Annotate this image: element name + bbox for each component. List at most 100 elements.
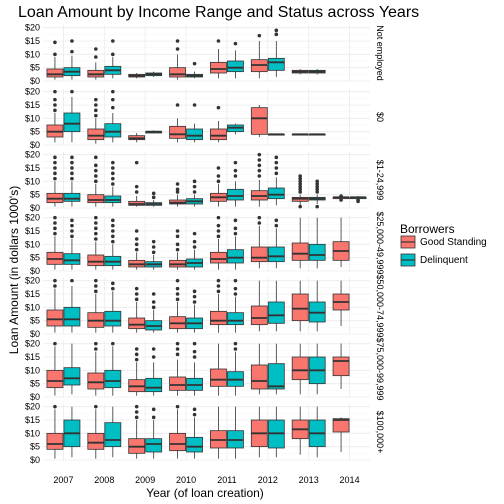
outlier-point (192, 341, 197, 346)
box-delinquent (63, 406, 81, 458)
outlier-point (216, 215, 221, 220)
outlier-point (257, 163, 262, 168)
outlier-point (53, 103, 57, 107)
outlier-point (53, 284, 57, 288)
box-iqr (210, 368, 227, 387)
outlier-point (111, 182, 115, 186)
y-tick-label: $15 (25, 415, 40, 425)
box-good-standing (169, 103, 186, 143)
box-iqr (169, 125, 186, 139)
outlier-point (70, 166, 74, 170)
facet-panel: $0 $5 $10 $15 $20 Not employed (25, 23, 385, 86)
y-axis-title: Loan Amount (in dollars 1000's) (7, 186, 21, 354)
box-delinquent (186, 103, 203, 143)
box-iqr (210, 251, 227, 264)
chart-title: Loan Amount by Income Range and Status a… (18, 4, 419, 21)
box-delinquent (267, 133, 285, 136)
outlier-point (175, 404, 180, 409)
legend-title: Borrowers (400, 222, 455, 236)
box-good-standing (46, 40, 64, 80)
outlier-point (233, 278, 238, 283)
outlier-point (192, 231, 197, 236)
box-iqr (308, 243, 326, 261)
box-delinquent (186, 289, 203, 333)
outlier-point (298, 184, 302, 189)
outlier-point (111, 52, 115, 57)
outlier-point (94, 168, 98, 173)
outlier-point (192, 294, 197, 299)
outlier-point (175, 187, 180, 192)
y-tick-label: $20 (25, 402, 40, 412)
outlier-point (339, 198, 343, 202)
box-good-standing (87, 215, 105, 270)
box-iqr (104, 123, 122, 138)
box-delinquent (63, 343, 81, 395)
box-good-standing (210, 343, 227, 396)
outlier-point (53, 52, 57, 57)
box-iqr (63, 367, 81, 386)
outlier-point (175, 341, 180, 346)
facet-strip-label: $75,000-99,999 (375, 337, 385, 400)
outlier-point (94, 231, 98, 236)
box-delinquent (145, 407, 163, 459)
facet-panel: $0 $5 $10 $15 $20 $0 (25, 87, 385, 150)
box-good-standing (169, 404, 186, 459)
box-iqr (250, 305, 268, 326)
box-delinquent (267, 343, 285, 395)
box-good-standing (169, 278, 186, 333)
box-iqr (63, 192, 81, 202)
outlier-point (134, 190, 139, 194)
y-tick-label: $20 (25, 87, 40, 97)
outlier-point (298, 176, 302, 181)
outlier-point (53, 108, 57, 113)
facet-panel: $0 $5 $10 $15 $20 $100,000+ 2007 2008 2009 2010 20… (25, 402, 385, 485)
y-tick-label: $0 (30, 76, 40, 86)
outlier-point (53, 231, 57, 236)
y-tick-label: $10 (25, 365, 40, 375)
outlier-point (53, 166, 57, 170)
legend-label: Good Standing (420, 237, 487, 248)
box-iqr (250, 364, 268, 390)
outlier-point (315, 187, 319, 192)
outlier-point (53, 215, 57, 220)
outlier-point (233, 341, 238, 346)
box-iqr (46, 369, 64, 389)
outlier-point (70, 49, 74, 54)
outlier-point (134, 286, 139, 291)
facet-panels: $0$5$10$15$20 Not employed$0$5$10$15$20$0… (25, 23, 385, 485)
legend: Borrowers Good Standing Delinquent (400, 222, 487, 267)
box-iqr (46, 68, 64, 78)
box-good-standing (46, 155, 64, 207)
box-delinquent (227, 278, 244, 333)
box-delinquent (145, 239, 163, 270)
box-good-standing (128, 73, 146, 79)
box-good-standing (46, 215, 64, 270)
outlier-point (111, 281, 115, 286)
x-tick-label: 2011 (217, 475, 236, 485)
box-good-standing (291, 343, 309, 395)
box-delinquent (267, 280, 285, 332)
outlier-point (151, 415, 156, 420)
outlier-point (175, 247, 180, 252)
outlier-point (94, 278, 98, 283)
box-iqr (267, 301, 285, 324)
outlier-point (233, 174, 238, 178)
facet-strip-label: $1-24,999 (375, 160, 385, 201)
box-delinquent (145, 292, 163, 333)
outlier-point (175, 292, 180, 296)
outlier-point (111, 160, 115, 165)
outlier-point (94, 163, 98, 168)
outlier-point (175, 242, 180, 247)
outlier-point (151, 250, 156, 255)
outlier-point (151, 195, 156, 200)
outlier-point (216, 223, 221, 228)
box-delinquent (227, 41, 244, 79)
box-delinquent (104, 281, 122, 333)
outlier-point (111, 239, 115, 244)
box-iqr (169, 376, 186, 391)
box-good-standing (250, 406, 268, 458)
box-delinquent (227, 218, 244, 270)
outlier-point (233, 160, 238, 165)
box-good-standing (46, 278, 64, 333)
outlier-point (53, 278, 57, 283)
